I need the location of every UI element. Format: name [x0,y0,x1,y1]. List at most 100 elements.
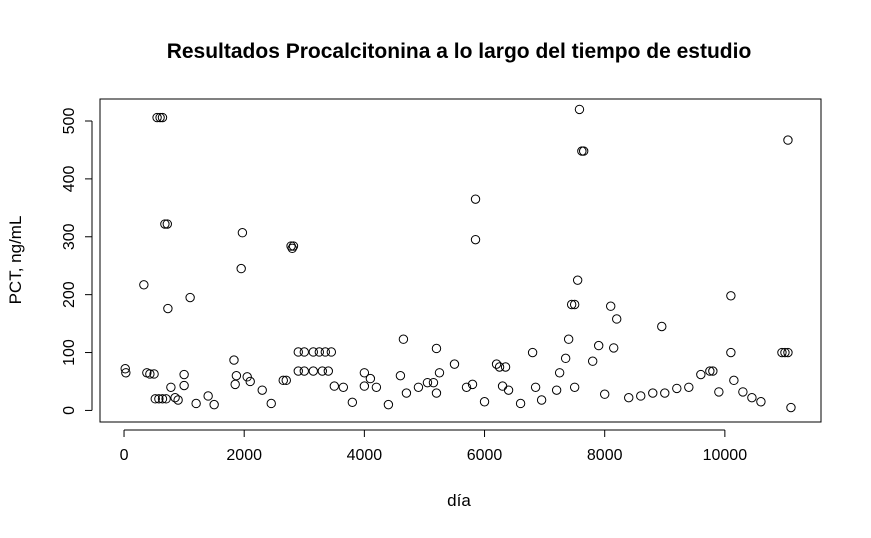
data-point [229,355,239,365]
data-point [257,385,267,395]
data-point [308,347,318,357]
data-point [612,314,622,324]
data-point [684,382,694,392]
y-tick-label: 300 [61,223,78,250]
data-point [329,381,340,391]
data-point [237,228,248,238]
data-point [413,382,424,392]
x-axis-label: día [447,491,471,510]
data-point [245,376,255,387]
data-point [738,387,748,397]
data-point [326,347,337,357]
data-point [431,388,442,398]
data-point [185,292,195,303]
data-point [209,399,219,410]
data-point [422,377,433,388]
data-point [729,375,739,386]
data-point [398,334,409,344]
data-point [179,380,189,391]
data-point [173,395,183,405]
data-point [574,104,585,115]
data-point [726,347,736,358]
data-point [593,340,604,351]
data-point [299,366,309,376]
data-point [672,383,682,394]
data-point [756,397,766,407]
data-point [577,146,587,156]
data-point [569,382,580,392]
data-point [428,377,439,388]
plot-frame [99,98,822,423]
data-point [600,389,610,399]
data-point [191,398,201,409]
data-point [160,219,170,229]
data-point [648,388,658,398]
data-point [288,241,299,251]
data-point [166,382,176,392]
data-point [587,356,598,366]
data-point [449,359,460,369]
data-point [179,369,189,380]
data-point [314,347,325,357]
data-point [714,387,724,397]
data-point [149,369,159,379]
y-tick-label: 200 [61,281,78,308]
data-point [236,263,246,274]
data-point [609,343,619,353]
x-axis: 0 2000 4000 6000 8000 10000 [120,429,748,464]
data-point [120,364,130,374]
data-point [308,366,318,376]
data-point [152,112,162,123]
data-point [470,194,481,204]
data-point [170,392,180,403]
data-point [320,347,331,357]
data-point [461,382,472,392]
y-tick-label: 500 [61,108,78,135]
data-point [365,373,376,384]
data-point [747,392,757,403]
data-point [479,397,490,407]
x-tick-label: 2000 [226,447,262,464]
data-point [139,280,149,290]
y-tick-label: 100 [61,339,78,366]
data-point [515,398,526,409]
data-point [530,382,541,392]
data-point [705,366,715,376]
y-axis-label: PCT, ng/mL [6,216,25,305]
data-point [401,388,412,398]
data-point [578,146,589,156]
data-point [660,388,670,398]
data-point [317,366,328,376]
data-point [726,291,736,301]
data-point [500,362,511,372]
data-point [359,368,370,378]
y-tick-label: 0 [61,406,78,415]
x-tick-label: 10000 [703,447,748,464]
data-point [286,241,296,251]
data-point [780,347,790,358]
data-point [383,399,394,410]
data-point [338,382,349,392]
data-point [503,385,514,395]
data-point [783,347,793,358]
data-point [163,303,173,314]
x-tick-label: 8000 [587,447,623,464]
data-point [434,368,445,378]
data-point [467,379,478,390]
data-point [708,366,718,376]
data-point [636,391,646,401]
data-point [287,243,297,254]
data-point [162,219,172,229]
data-point [278,375,288,386]
data-point [161,394,171,404]
data-point [203,391,213,401]
data-point [572,275,583,285]
x-tick-label: 4000 [347,447,383,464]
chart-title: Resultados Procalcitonina a lo largo del… [167,40,752,63]
data-point [230,379,240,390]
data-point [157,112,168,123]
data-point [150,394,160,404]
data-point [563,334,574,344]
data-point [569,299,580,310]
